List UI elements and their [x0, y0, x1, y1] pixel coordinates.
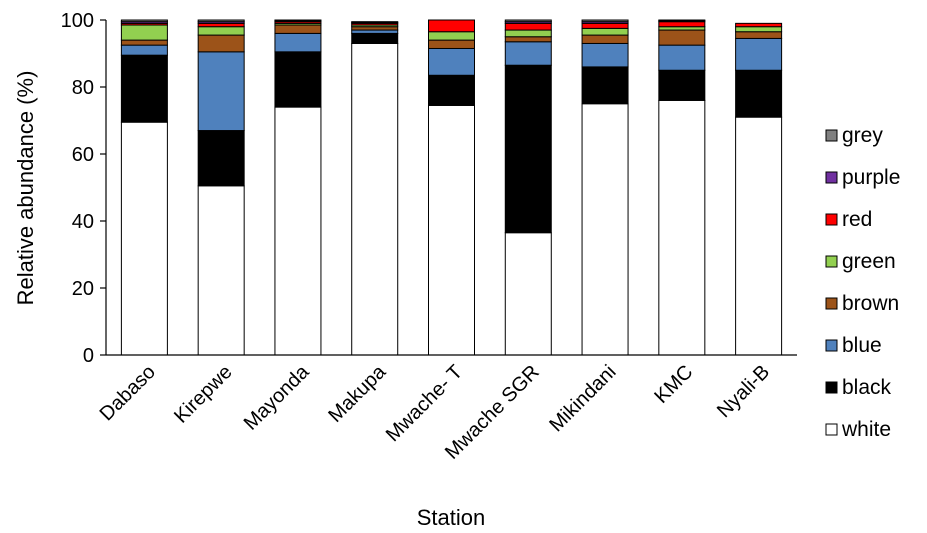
x-tick-label: Dabaso [96, 361, 160, 425]
bar-segment-black [581, 66, 629, 105]
axis-layer [105, 20, 797, 356]
bar-segment-blue [428, 47, 475, 76]
y-tick-label: 100 [61, 10, 94, 32]
bar-segment-white [197, 185, 245, 356]
bar-segment-black [274, 51, 322, 108]
y-tick-label: 40 [72, 211, 94, 233]
bar-segment-blue [197, 51, 245, 132]
bar-segment-grey [658, 19, 706, 22]
y-tick-label: 20 [72, 278, 94, 300]
bar-segment-grey [504, 19, 552, 23]
legend-label-brown: brown [842, 292, 899, 315]
bar-segment-brown [658, 29, 706, 46]
bar-segment-green [120, 24, 168, 41]
bar-segment-blue [504, 41, 552, 66]
bar-segment-blue [351, 29, 399, 34]
bar-segment-white [581, 103, 629, 356]
legend-label-white: white [841, 418, 891, 441]
bar-segment-grey [120, 19, 168, 23]
bar-segment-green [504, 29, 552, 38]
bar-segment-green [658, 26, 706, 31]
bar-segment-red [428, 19, 475, 33]
y-axis-title: Relative abundance (%) [13, 71, 38, 306]
bar-segment-black [351, 32, 399, 44]
y-tick-label: 0 [83, 345, 94, 367]
x-tick-label: Mwache- T [382, 361, 467, 446]
bar-segment-white [351, 42, 399, 356]
bar-segment-red [735, 22, 783, 28]
bar-segment-red [504, 22, 552, 31]
legend-label-green: green [842, 250, 896, 273]
bar-segment-green [428, 31, 475, 41]
bar-segment-white [735, 116, 783, 356]
y-tick-label: 80 [72, 77, 94, 99]
bar-segment-grey [197, 19, 245, 23]
x-tick-label: Nyali-B [713, 361, 774, 422]
y-ticks: 0 20 40 60 80 100 [61, 10, 106, 367]
bar-segment-blue [274, 32, 322, 53]
bar-segment-brown [120, 39, 168, 46]
bar-segment-blue [658, 44, 706, 71]
bar-segment-red [197, 22, 245, 28]
bar-segment-white [274, 106, 322, 356]
legend-label-red: red [842, 208, 872, 231]
bar-segment-black [197, 130, 245, 187]
bar-segment-grey [351, 21, 399, 23]
x-tick-label: Kirepwe [170, 361, 237, 428]
bar-segment-black [658, 69, 706, 101]
legend-swatch-grey [825, 129, 838, 142]
bar-segment-green [197, 26, 245, 36]
bars-layer [120, 19, 783, 356]
legend-swatch-black [825, 381, 838, 394]
bar-segment-blue [120, 44, 168, 56]
bar-segment-grey [274, 19, 322, 22]
bar-segment-red [581, 22, 629, 29]
y-tick-label: 60 [72, 144, 94, 166]
legend-swatch-white [825, 423, 838, 436]
x-axis-title: Station [417, 505, 486, 530]
bar-segment-white [504, 232, 552, 356]
bar-segment-brown [581, 34, 629, 44]
legend-swatch-purple [825, 171, 838, 184]
legend-label-black: black [842, 376, 892, 399]
legend-label-purple: purple [842, 166, 900, 189]
bar-segment-black [120, 54, 168, 123]
bar-segment-white [120, 121, 168, 356]
bar-segment-brown [274, 24, 322, 34]
x-tick-label: Mikindani [545, 361, 620, 436]
legend-swatch-blue [825, 339, 838, 352]
legend-swatch-green [825, 255, 838, 268]
legend-swatch-red [825, 213, 838, 226]
bar-segment-green [581, 27, 629, 36]
bar-segment-brown [504, 36, 552, 43]
bar-segment-blue [581, 42, 629, 68]
bar-segment-white [658, 99, 706, 356]
bar-segment-black [428, 74, 475, 106]
bar-segment-brown [735, 31, 783, 39]
x-tick-label: Makupa [324, 360, 390, 426]
bar-segment-black [735, 69, 783, 118]
bar-segment-white [428, 104, 475, 356]
x-tick-label: KMC [650, 361, 697, 408]
x-tick-label: Mayonda [240, 360, 314, 434]
legend-swatch-brown [825, 297, 838, 310]
bar-segment-grey [581, 19, 629, 23]
bar-segment-brown [351, 26, 399, 31]
bar-segment-blue [735, 37, 783, 71]
bar-segment-green [735, 26, 783, 33]
legend-label-grey: grey [842, 124, 883, 147]
bar-segment-red [658, 21, 706, 28]
legend-label-blue: blue [842, 334, 882, 357]
bar-segment-brown [197, 34, 245, 53]
legend: grey purple red green brown blue black white [825, 124, 900, 441]
bar-segment-brown [428, 39, 475, 49]
bar-segment-black [504, 64, 552, 234]
